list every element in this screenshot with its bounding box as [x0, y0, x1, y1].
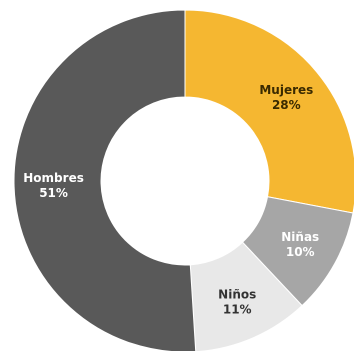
labels-group: Mujeres 28% Niñas 10% Niños 11% Hombres 51% — [23, 82, 319, 316]
slice-mujeres — [184, 9, 354, 214]
label-value: 51% — [39, 185, 68, 199]
slice-hombres — [13, 9, 197, 351]
label-niñas: Niñas 10% — [281, 230, 319, 259]
label-mujeres: Mujeres 28% — [259, 82, 313, 111]
label-category: Mujeres — [259, 82, 313, 96]
label-category: Hombres — [23, 170, 84, 184]
label-value: 28% — [272, 97, 301, 111]
label-value: 10% — [286, 245, 315, 259]
label-value: 11% — [223, 302, 252, 316]
label-niños: Niños 11% — [218, 287, 256, 316]
label-category: Niñas — [281, 230, 319, 244]
slices-group — [13, 9, 354, 351]
slice-niños — [189, 241, 303, 351]
label-hombres: Hombres 51% — [23, 170, 84, 199]
label-category: Niños — [218, 287, 256, 301]
